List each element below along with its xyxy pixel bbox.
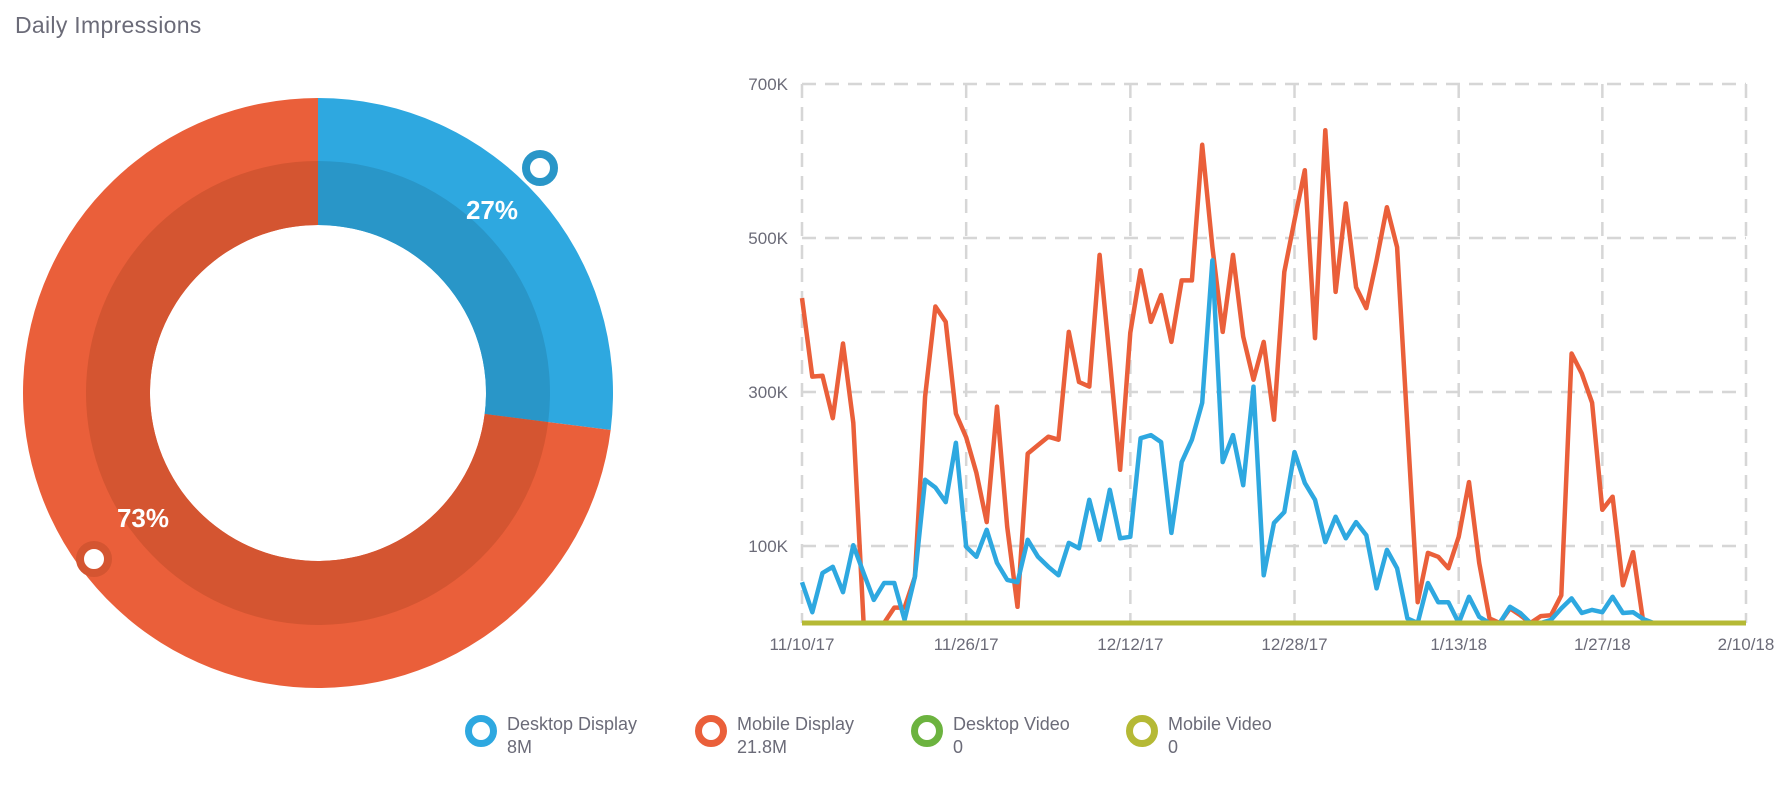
x-tick-label: 2/10/18 — [1718, 635, 1775, 654]
series-line-desktop-display[interactable] — [799, 258, 1655, 626]
legend-item-desktop-display[interactable]: Desktop Display 8M — [465, 712, 637, 758]
y-tick-label: 300K — [748, 383, 788, 402]
series-line-mobile-display[interactable] — [799, 127, 1646, 626]
legend-value: 0 — [1168, 737, 1179, 757]
y-tick-label: 500K — [748, 229, 788, 248]
legend-ring-icon — [1126, 715, 1158, 747]
legend-ring-icon — [465, 715, 497, 747]
donut-marker-mobile-display[interactable] — [76, 541, 112, 577]
x-tick-label: 11/10/17 — [770, 635, 835, 654]
legend-label: Desktop Display — [507, 714, 638, 734]
donut-chart: 27% 73% — [23, 98, 613, 688]
x-tick-label: 1/27/18 — [1574, 635, 1631, 654]
legend-value: 21.8M — [737, 737, 788, 757]
donut-label-desktop-display: 27% — [466, 195, 518, 225]
legend-value: 0 — [953, 737, 964, 757]
y-tick-label: 100K — [748, 537, 788, 556]
legend-ring-icon — [695, 715, 727, 747]
legend: Desktop Display 8M Mobile Display 21.8M … — [0, 712, 1789, 782]
x-tick-label: 1/13/18 — [1430, 635, 1487, 654]
legend-label: Desktop Video — [953, 714, 1070, 734]
legend-label: Mobile Display — [737, 714, 855, 734]
donut-slice-desktop-display-inner — [318, 161, 550, 423]
y-tick-label: 700K — [748, 75, 788, 94]
legend-item-mobile-display[interactable]: Mobile Display 21.8M — [695, 712, 854, 758]
x-tick-label: 12/12/17 — [1097, 635, 1163, 654]
donut-marker-desktop-display[interactable] — [522, 150, 558, 186]
legend-value: 8M — [507, 737, 533, 757]
legend-item-mobile-video[interactable]: Mobile Video 0 — [1126, 712, 1272, 758]
line-chart: 100K 300K 500K 700K 11/10/17 11/26/17 12… — [748, 75, 1775, 654]
legend-item-desktop-video[interactable]: Desktop Video 0 — [911, 712, 1070, 758]
x-tick-label: 12/28/17 — [1261, 635, 1327, 654]
donut-label-mobile-display: 73% — [117, 503, 169, 533]
legend-label: Mobile Video — [1168, 714, 1272, 734]
legend-ring-icon — [911, 715, 943, 747]
x-tick-label: 11/26/17 — [934, 635, 999, 654]
chart-title: Daily Impressions — [15, 12, 202, 38]
